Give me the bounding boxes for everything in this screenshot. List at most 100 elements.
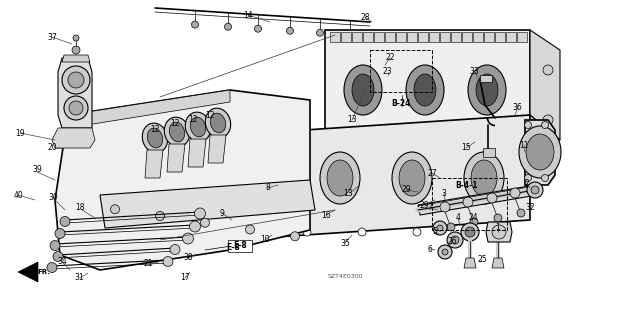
Circle shape (525, 174, 531, 182)
Circle shape (451, 236, 459, 244)
Circle shape (438, 245, 452, 259)
Circle shape (358, 228, 366, 236)
Text: 12: 12 (188, 115, 198, 123)
Circle shape (541, 174, 548, 182)
Polygon shape (385, 32, 395, 42)
Text: B-24: B-24 (391, 99, 411, 108)
Circle shape (463, 197, 473, 207)
Circle shape (47, 263, 57, 272)
Circle shape (69, 101, 83, 115)
Text: 39: 39 (32, 166, 42, 174)
Text: 3: 3 (442, 189, 447, 197)
Ellipse shape (190, 117, 205, 137)
Polygon shape (145, 150, 163, 178)
Polygon shape (208, 135, 226, 163)
Circle shape (465, 227, 475, 237)
Polygon shape (492, 258, 504, 268)
Text: 34: 34 (57, 257, 67, 266)
Polygon shape (484, 32, 494, 42)
Circle shape (447, 223, 455, 231)
Text: 30: 30 (48, 192, 58, 202)
Text: 10: 10 (260, 235, 270, 244)
Polygon shape (473, 32, 483, 42)
Polygon shape (325, 115, 560, 210)
Ellipse shape (519, 126, 561, 178)
Text: 13: 13 (347, 115, 357, 124)
Circle shape (255, 25, 262, 32)
Circle shape (64, 96, 88, 120)
Text: 9: 9 (220, 209, 225, 218)
Ellipse shape (352, 74, 374, 106)
Polygon shape (495, 32, 505, 42)
Circle shape (68, 72, 84, 88)
Polygon shape (62, 55, 90, 62)
Text: 15: 15 (461, 144, 471, 152)
Polygon shape (462, 32, 472, 42)
Ellipse shape (170, 122, 185, 142)
Circle shape (156, 211, 164, 220)
Text: 6: 6 (428, 244, 433, 254)
Polygon shape (363, 32, 373, 42)
Text: 18: 18 (76, 204, 84, 212)
Polygon shape (58, 58, 92, 128)
Polygon shape (418, 32, 428, 42)
Circle shape (531, 186, 539, 194)
Polygon shape (100, 180, 315, 228)
Ellipse shape (248, 152, 288, 204)
Bar (370, 50, 432, 92)
Circle shape (62, 66, 90, 94)
Text: 40: 40 (13, 190, 23, 199)
Polygon shape (418, 185, 537, 215)
Text: 20: 20 (47, 144, 57, 152)
Ellipse shape (468, 65, 506, 115)
Text: 29: 29 (419, 201, 429, 210)
Text: 33: 33 (469, 68, 479, 77)
Text: FR.: FR. (38, 269, 51, 275)
Circle shape (517, 209, 525, 217)
Text: 13: 13 (343, 189, 353, 197)
Text: 31: 31 (74, 273, 84, 283)
Text: 1: 1 (495, 224, 500, 233)
Circle shape (195, 208, 205, 219)
Circle shape (470, 218, 478, 226)
Text: 38: 38 (183, 254, 193, 263)
Circle shape (189, 221, 200, 232)
Ellipse shape (526, 134, 554, 170)
Circle shape (510, 188, 520, 198)
Circle shape (447, 232, 463, 248)
Text: 8: 8 (266, 183, 270, 192)
Polygon shape (188, 139, 206, 167)
Ellipse shape (327, 160, 353, 196)
Polygon shape (325, 30, 530, 180)
Bar (432, 178, 507, 230)
Circle shape (317, 29, 323, 36)
Circle shape (73, 35, 79, 41)
Polygon shape (451, 32, 461, 42)
Ellipse shape (406, 65, 444, 115)
Circle shape (50, 241, 60, 250)
Circle shape (492, 225, 506, 239)
Text: 28: 28 (360, 12, 370, 21)
Text: 11: 11 (519, 140, 529, 150)
Text: 32: 32 (525, 204, 535, 212)
Polygon shape (407, 32, 417, 42)
Bar (228, 240, 252, 252)
Circle shape (163, 256, 173, 266)
Text: 4: 4 (456, 213, 460, 222)
Ellipse shape (211, 113, 226, 133)
Circle shape (291, 232, 300, 241)
Circle shape (182, 233, 193, 244)
Circle shape (60, 217, 70, 226)
Polygon shape (506, 32, 516, 42)
Polygon shape (68, 90, 230, 128)
Circle shape (200, 218, 209, 227)
Text: 21: 21 (143, 259, 153, 269)
Text: 29: 29 (401, 186, 411, 195)
Polygon shape (440, 32, 450, 42)
Ellipse shape (471, 160, 497, 196)
Circle shape (487, 193, 497, 203)
Ellipse shape (142, 123, 168, 153)
Polygon shape (530, 30, 560, 140)
Circle shape (346, 31, 353, 38)
Polygon shape (230, 115, 530, 240)
